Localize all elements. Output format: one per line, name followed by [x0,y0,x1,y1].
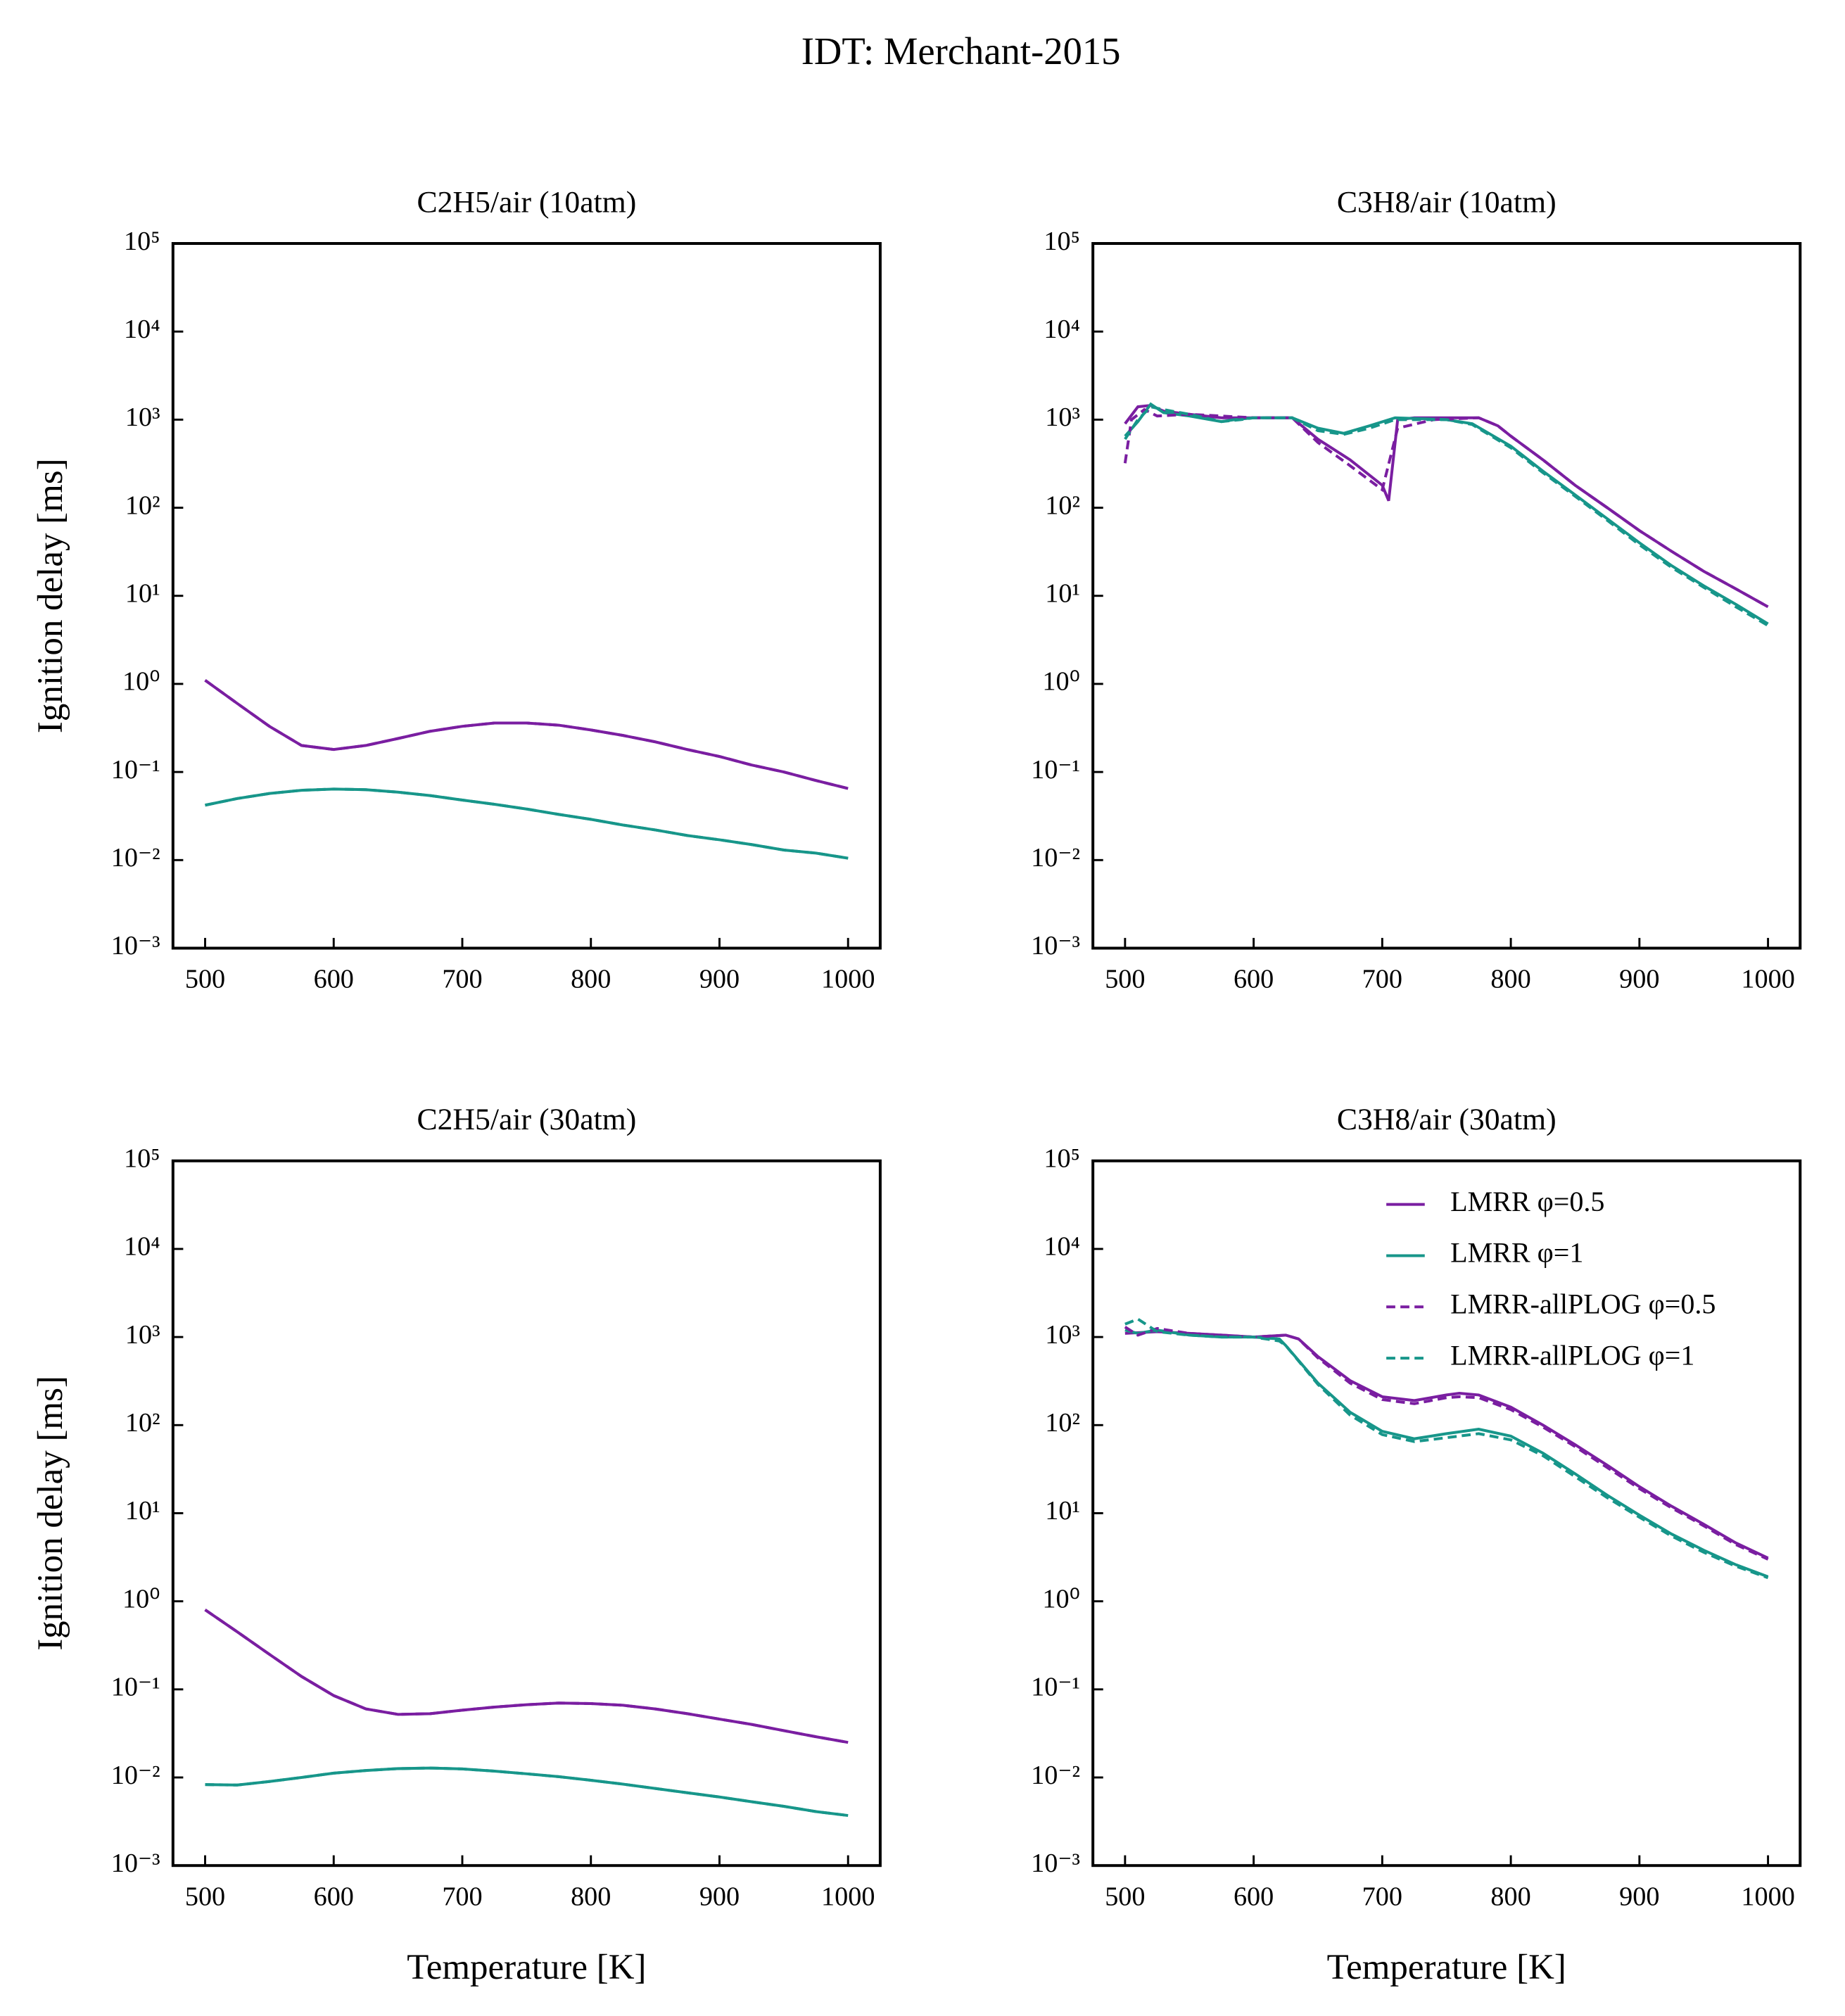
y-tick-label: 10⁴ [124,1232,160,1262]
y-tick-label: 10⁻³ [111,931,160,961]
y-tick-label: 10⁻² [1031,1761,1080,1790]
axes-frame [171,1159,882,1868]
subplot-title: C3H8/air (30atm) [1337,1103,1556,1136]
subplot-title: C3H8/air (10atm) [1337,185,1556,219]
x-tick-label: 700 [1362,965,1402,994]
data-line [1124,1317,1769,1580]
x-tick-label: 900 [1619,1882,1659,1911]
axes-frame [1091,1159,1802,1868]
y-tick-label: 10⁻² [1031,843,1080,873]
x-tick-label: 700 [1362,1882,1402,1911]
y-tick-label: 10¹ [1045,579,1080,609]
y-tick-label: 10¹ [125,579,160,609]
y-tick-label: 10⁵ [1044,227,1080,256]
y-tick-label: 10⁵ [1044,1144,1080,1174]
axes-frame [171,242,882,950]
data-line [1124,405,1769,627]
y-tick-label: 10⁰ [122,1584,160,1614]
y-tick-label: 10⁻² [111,1761,160,1790]
data-line [204,1609,849,1744]
y-tick-label: 10⁴ [1044,1232,1080,1262]
y-tick-label: 10⁰ [1042,1584,1080,1614]
x-tick-label: 500 [185,965,225,994]
x-tick-label: 700 [442,965,482,994]
x-tick-label: 600 [1234,965,1274,994]
y-tick-label: 10⁴ [124,315,160,344]
x-tick-label: 500 [1105,1882,1145,1911]
y-tick-label: 10³ [1045,402,1080,432]
x-tick-label: 800 [571,1882,611,1911]
x-tick-label: 900 [1619,965,1659,994]
y-axis-label: Ignition delay [ms] [31,458,70,733]
y-tick-label: 10⁻³ [1031,1849,1080,1878]
x-tick-label: 600 [1234,1882,1274,1911]
y-tick-label: 10² [1045,1408,1080,1438]
y-tick-label: 10¹ [1045,1496,1080,1526]
y-axis-label: Ignition delay [ms] [31,1376,70,1651]
axes-frame [1091,242,1802,950]
y-tick-label: 10⁻³ [111,1849,160,1878]
data-line [205,787,849,860]
legend-label: LMRR φ=1 [1450,1237,1583,1269]
x-tick-label: 1000 [1741,1882,1794,1911]
x-tick-label: 800 [1490,965,1530,994]
y-tick-label: 10⁻¹ [1031,1673,1080,1702]
x-tick-label: 900 [699,965,740,994]
x-tick-label: 1000 [1741,965,1794,994]
y-tick-label: 10³ [1045,1320,1080,1350]
x-axis-label: Temperature [K] [407,1948,646,1987]
figure-title: IDT: Merchant-2015 [801,30,1121,72]
data-line [1124,1326,1769,1561]
x-tick-label: 1000 [821,1882,875,1911]
y-tick-label: 10⁵ [124,227,160,256]
y-tick-label: 10² [125,1408,160,1438]
subplot-title: C2H5/air (10atm) [417,185,636,219]
x-tick-label: 800 [571,965,611,994]
x-tick-label: 700 [442,1882,482,1911]
x-axis-label: Temperature [K] [1327,1948,1566,1987]
x-tick-label: 500 [1105,965,1145,994]
data-line [204,679,849,790]
y-tick-label: 10⁻² [111,843,160,873]
y-tick-label: 10² [125,490,160,520]
y-tick-label: 10¹ [125,1496,160,1526]
y-tick-label: 10⁻¹ [111,1673,160,1702]
y-tick-label: 10⁰ [122,667,160,697]
y-tick-label: 10⁰ [1042,667,1080,697]
data-line [205,1766,849,1818]
y-tick-label: 10² [1045,490,1080,520]
y-tick-label: 10³ [125,1320,160,1350]
x-tick-label: 900 [699,1882,740,1911]
x-tick-label: 600 [314,965,354,994]
y-tick-label: 10⁻¹ [1031,755,1080,785]
x-tick-label: 1000 [821,965,875,994]
y-tick-label: 10⁵ [124,1144,160,1174]
legend-label: LMRR-allPLOG φ=1 [1450,1339,1694,1371]
y-tick-label: 10⁻³ [1031,931,1080,961]
y-tick-label: 10³ [125,402,160,432]
legend-label: LMRR φ=0.5 [1450,1186,1604,1217]
x-tick-label: 500 [185,1882,225,1911]
subplot-title: C2H5/air (30atm) [417,1103,636,1136]
y-tick-label: 10⁴ [1044,315,1080,344]
y-tick-label: 10⁻¹ [111,755,160,785]
legend-label: LMRR-allPLOG φ=0.5 [1450,1288,1716,1319]
x-tick-label: 800 [1490,1882,1530,1911]
x-tick-label: 600 [314,1882,354,1911]
